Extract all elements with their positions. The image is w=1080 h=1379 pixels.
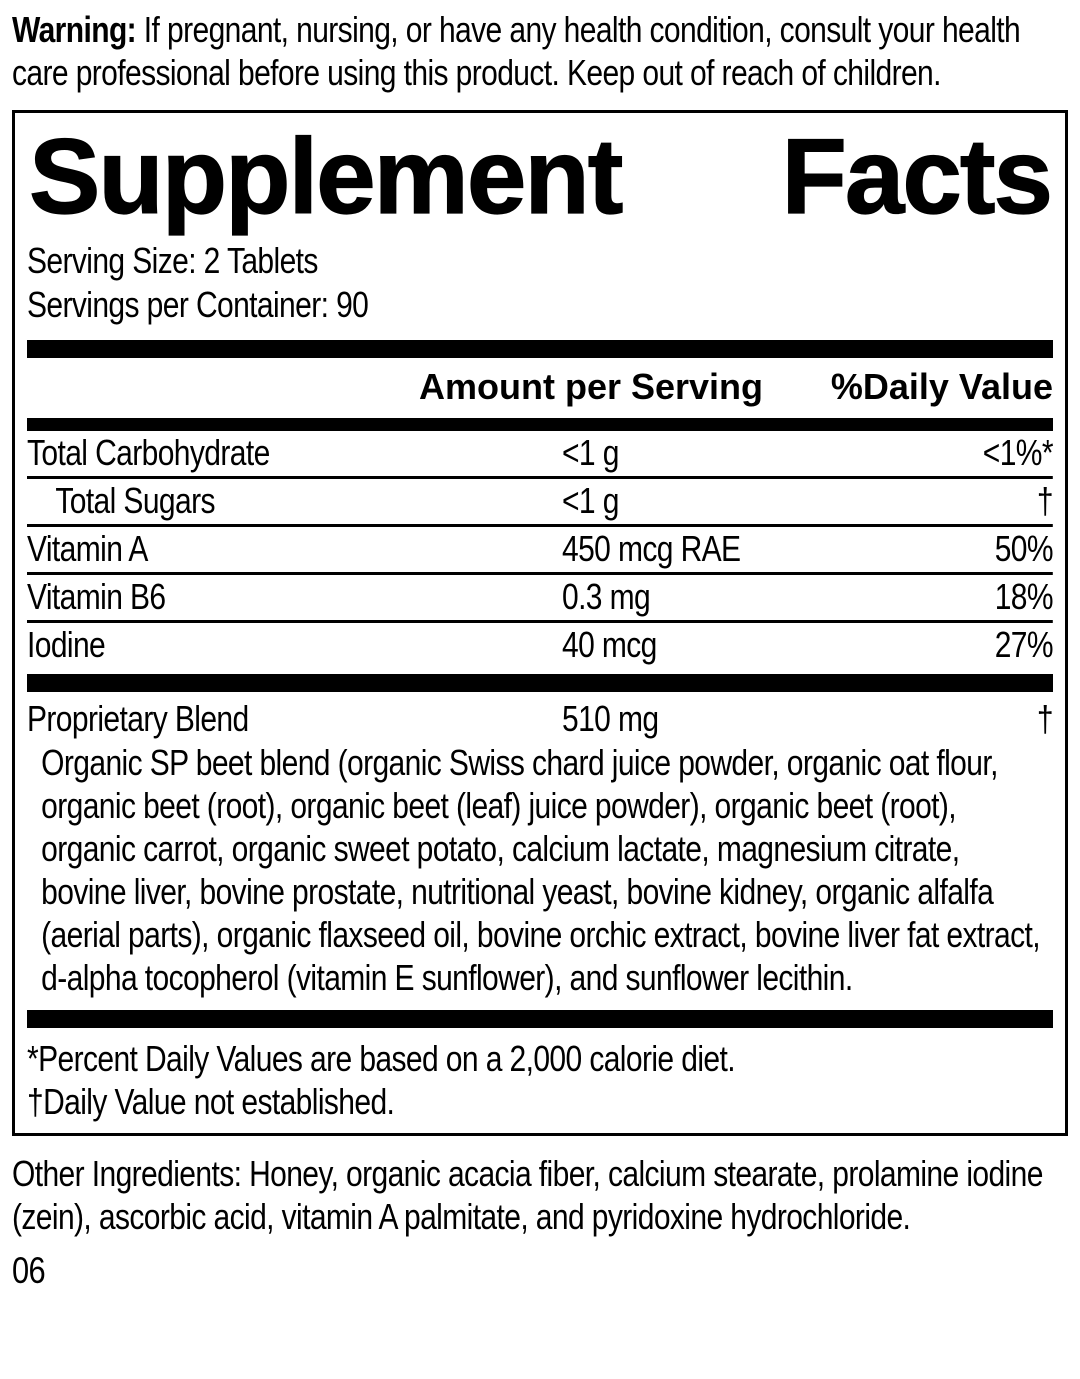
servings-per-container: Servings per Container: 90 [27, 284, 369, 325]
panel-title-word-1: Supplement [28, 116, 624, 236]
other-ingredients-label: Other Ingredients: [12, 1153, 242, 1194]
nutrient-name: Proprietary Blend [27, 698, 249, 739]
nutrient-daily-value: † [1036, 480, 1054, 521]
nutrient-row-iodine: Iodine 40 mcg 27% [27, 623, 1054, 668]
warning-body: If pregnant, nursing, or have any health… [12, 9, 1021, 93]
panel-title: Supplement Facts [27, 116, 1054, 236]
nutrient-row-vitamin-b6: Vitamin B6 0.3 mg 18% [27, 575, 1054, 623]
nutrient-amount: 0.3 mg [561, 576, 651, 617]
nutrient-name: Vitamin B6 [27, 576, 166, 617]
footnotes: *Percent Daily Values are based on a 2,0… [27, 1037, 1053, 1123]
nutrient-daily-value: † [1036, 698, 1054, 739]
proprietary-blend-row: Proprietary Blend 510 mg † [27, 692, 1054, 739]
nutrient-amount: <1 g [561, 480, 619, 521]
nutrient-daily-value: 18% [994, 576, 1054, 617]
column-header-row: Amount per Serving %Daily Value [27, 358, 1053, 418]
serving-size: Serving Size: 2 Tablets [27, 240, 318, 281]
footnote-daily-value-not-established: †Daily Value not established. [27, 1081, 395, 1122]
nutrient-daily-value: 50% [994, 528, 1054, 569]
nutrient-daily-value: <1%* [982, 432, 1054, 473]
supplement-facts-panel: Supplement Facts Serving Size: 2 Tablets… [12, 110, 1068, 1136]
other-ingredients-body: Honey, organic acacia fiber, calcium ste… [12, 1153, 1043, 1237]
nutrient-amount: 40 mcg [561, 624, 657, 665]
nutrient-row-vitamin-a: Vitamin A 450 mcg RAE 50% [27, 527, 1054, 575]
other-ingredients: Other Ingredients: Honey, organic acacia… [12, 1152, 1045, 1238]
divider-thick-bottom [27, 1010, 1053, 1028]
warning-label: Warning: [12, 9, 137, 50]
nutrient-amount: 510 mg [561, 698, 659, 739]
panel-title-word-2: Facts [781, 116, 1054, 236]
column-header-daily-value: %Daily Value [830, 366, 1053, 407]
footnote-percent-daily-value: *Percent Daily Values are based on a 2,0… [27, 1038, 736, 1079]
nutrient-name: Vitamin A [27, 528, 148, 569]
warning-text: Warning: If pregnant, nursing, or have a… [12, 8, 1030, 94]
nutrient-name: Total Sugars [55, 480, 215, 521]
serving-info: Serving Size: 2 Tablets Servings per Con… [27, 239, 1053, 327]
nutrient-name: Total Carbohydrate [27, 432, 270, 473]
divider-thick-top [27, 340, 1053, 358]
nutrient-daily-value: 27% [994, 624, 1054, 665]
nutrient-row-total-sugars: Total Sugars <1 g † [27, 479, 1054, 527]
divider-medium [27, 418, 1053, 431]
column-header-amount: Amount per Serving [419, 366, 764, 407]
nutrient-amount: <1 g [561, 432, 619, 473]
footer-code: 06 [12, 1250, 46, 1291]
nutrient-name: Iodine [27, 624, 106, 665]
nutrient-amount: 450 mcg RAE [561, 528, 741, 569]
proprietary-blend-description: Organic SP beet blend (organic Swiss cha… [41, 742, 1041, 998]
divider-thick-middle [27, 674, 1053, 692]
nutrient-row-total-carbohydrate: Total Carbohydrate <1 g <1%* [27, 431, 1054, 479]
